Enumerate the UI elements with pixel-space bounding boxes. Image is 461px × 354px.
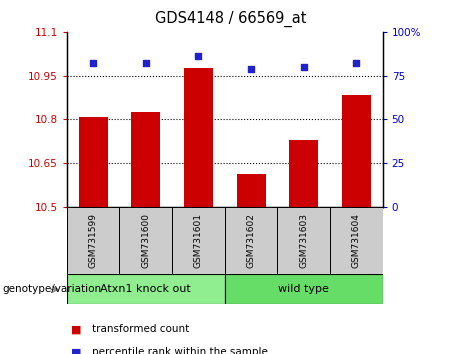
Point (195, 53, 202, 59)
Bar (184, 68, 213, 207)
Bar (225, 274, 383, 304)
Text: genotype/variation: genotype/variation (2, 284, 101, 295)
Bar (172, 207, 225, 274)
Text: wild type: wild type (278, 284, 329, 295)
Bar (67, 207, 119, 274)
Bar (236, 173, 266, 207)
Bar (225, 207, 278, 274)
Text: GSM731600: GSM731600 (141, 213, 150, 268)
Point (248, 66, 255, 72)
Point (300, 64, 307, 70)
Point (142, 61, 149, 66)
Text: transformed count: transformed count (92, 324, 189, 334)
Text: GSM731603: GSM731603 (299, 213, 308, 268)
Bar (131, 112, 160, 207)
Point (353, 61, 360, 66)
Text: GSM731604: GSM731604 (352, 213, 361, 268)
Bar (79, 116, 107, 207)
Text: GDS4148 / 66569_at: GDS4148 / 66569_at (155, 11, 306, 27)
FancyArrowPatch shape (51, 287, 58, 292)
Bar (289, 140, 318, 207)
Text: GSM731602: GSM731602 (247, 213, 255, 268)
Bar (119, 207, 172, 274)
Text: percentile rank within the sample: percentile rank within the sample (92, 347, 268, 354)
Point (89, 61, 97, 66)
Text: Atxn1 knock out: Atxn1 knock out (100, 284, 191, 295)
Bar (278, 207, 330, 274)
Bar (342, 95, 371, 207)
Bar (67, 274, 225, 304)
Text: GSM731599: GSM731599 (89, 213, 98, 268)
Text: ■: ■ (71, 347, 82, 354)
Text: ■: ■ (71, 324, 82, 334)
Bar (330, 207, 383, 274)
Text: GSM731601: GSM731601 (194, 213, 203, 268)
